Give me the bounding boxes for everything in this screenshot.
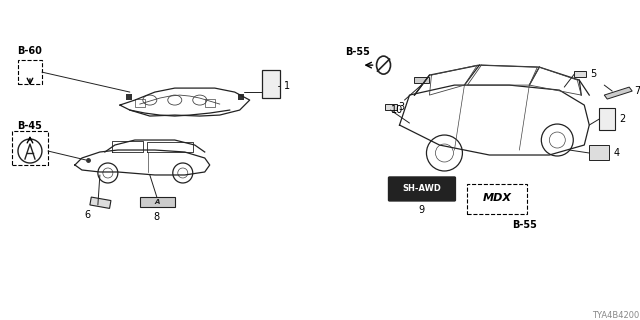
Bar [385, 104, 397, 110]
Bar [262, 70, 280, 98]
Text: 1: 1 [284, 81, 290, 91]
Text: A: A [154, 199, 159, 205]
Text: B-55: B-55 [512, 220, 537, 230]
Text: SH-AWD: SH-AWD [402, 184, 441, 194]
Text: 6: 6 [85, 210, 91, 220]
Bar [12, 131, 48, 165]
Bar [599, 108, 615, 130]
Bar [589, 145, 609, 160]
Bar [415, 77, 429, 83]
Bar [140, 197, 175, 207]
Text: 8: 8 [154, 212, 160, 222]
Text: 4: 4 [613, 148, 620, 158]
Bar [126, 94, 132, 100]
Bar [574, 71, 586, 77]
Text: B-45: B-45 [17, 121, 42, 131]
Text: 9: 9 [419, 205, 424, 215]
Bar [135, 99, 145, 107]
Bar [18, 60, 42, 84]
Text: B-55: B-55 [345, 47, 370, 57]
Bar [90, 197, 111, 208]
Text: 2: 2 [620, 114, 625, 124]
Text: 3: 3 [399, 102, 404, 112]
Bar [237, 94, 244, 100]
Text: B-60: B-60 [17, 46, 42, 56]
Text: 7: 7 [634, 86, 640, 96]
Text: MDX: MDX [483, 193, 512, 203]
Bar [467, 184, 527, 214]
FancyBboxPatch shape [388, 177, 456, 201]
Text: 10: 10 [392, 105, 404, 115]
Text: 5: 5 [590, 69, 596, 79]
Text: TYA4B4200: TYA4B4200 [592, 311, 639, 320]
Bar [205, 99, 215, 107]
Polygon shape [604, 87, 632, 99]
